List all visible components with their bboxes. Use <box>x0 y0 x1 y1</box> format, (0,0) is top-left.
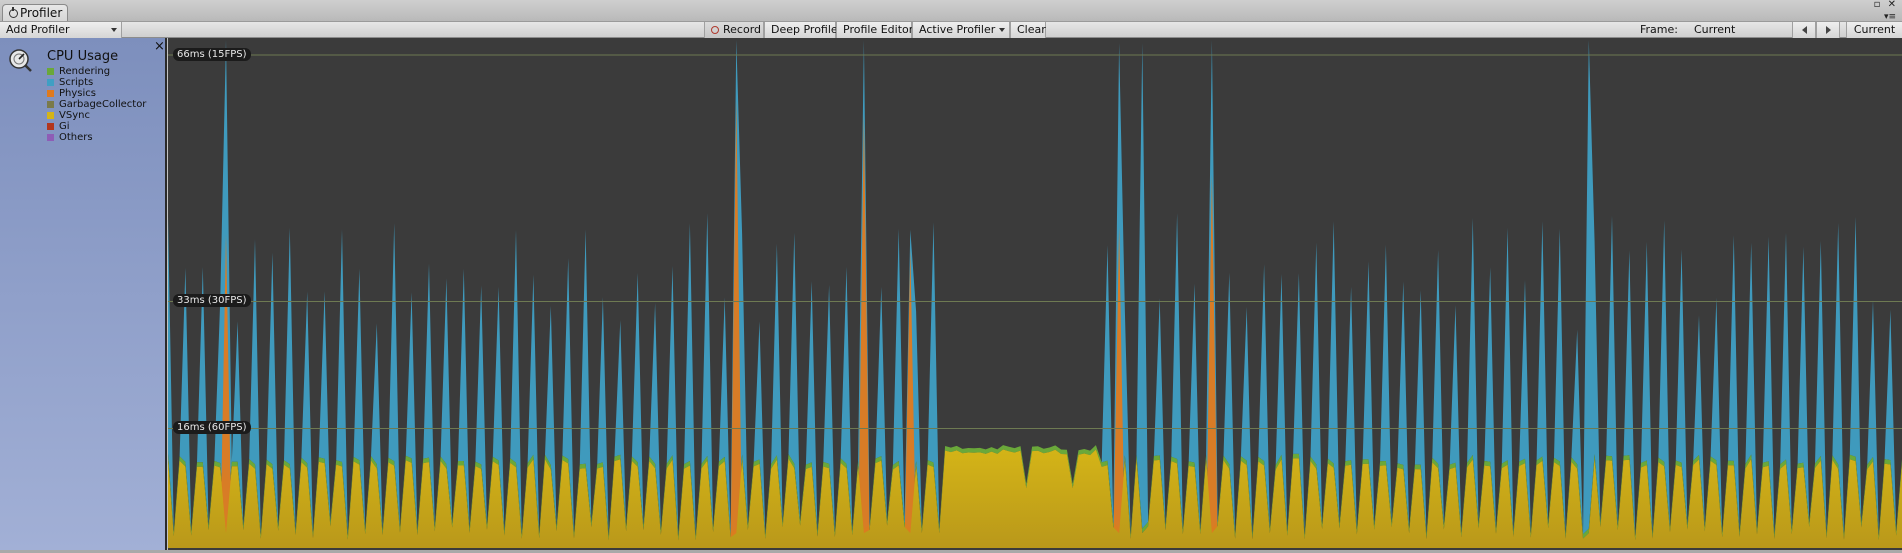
active-profiler-dropdown[interactable]: Active Profiler <box>912 22 1010 38</box>
add-profiler-dropdown[interactable]: Add Profiler <box>0 22 122 38</box>
arrow-right-icon <box>1825 26 1831 34</box>
legend-label: Gi <box>59 121 70 132</box>
legend-label: Scripts <box>59 77 94 88</box>
legend-label: Physics <box>59 88 96 99</box>
threshold-label-66ms: 66ms (15FPS) <box>173 47 251 61</box>
close-module-icon[interactable]: × <box>154 39 165 54</box>
current-label: Current <box>1853 23 1896 36</box>
legend-item-scripts[interactable]: Scripts <box>47 77 146 88</box>
chart-svg <box>168 40 1902 549</box>
next-frame-button[interactable] <box>1816 22 1840 38</box>
window-title-bar: Profiler ▫ ✕ ▾≡ <box>0 0 1902 22</box>
maximize-icon[interactable]: ▫ <box>1873 0 1881 10</box>
deep-profile-label: Deep Profile <box>771 23 838 36</box>
current-frame-button[interactable]: Current <box>1846 22 1902 38</box>
legend-swatch <box>47 68 54 75</box>
frame-label: Frame: <box>1640 23 1678 36</box>
threshold-label-33ms: 33ms (30FPS) <box>173 294 251 308</box>
series-scripts <box>168 40 1902 536</box>
window-menu-icon[interactable]: ▾≡ <box>1883 12 1896 22</box>
legend-swatch <box>47 123 54 130</box>
legend-swatch <box>47 112 54 119</box>
legend-label: GarbageCollector <box>59 99 147 110</box>
profiler-module-panel[interactable]: CPU Usage × Rendering Scripts Physics Garba… <box>0 38 167 553</box>
arrow-left-icon <box>1801 26 1807 34</box>
legend-item-physics[interactable]: Physics <box>47 88 146 99</box>
legend-label: Others <box>59 132 93 143</box>
legend-swatch <box>47 90 54 97</box>
legend-swatch <box>47 101 54 108</box>
series-vsync <box>168 449 1902 548</box>
chevron-down-icon <box>111 28 117 32</box>
profile-editor-label: Profile Editor <box>843 23 914 36</box>
legend-swatch <box>47 79 54 86</box>
bottom-border <box>0 550 1902 553</box>
legend-item-vsync[interactable]: VSync <box>47 110 146 121</box>
legend-item-others[interactable]: Others <box>47 132 146 143</box>
profiler-toolbar: Add Profiler Record Deep Profile Profile… <box>0 21 1902 38</box>
legend: Rendering Scripts Physics GarbageCollector V… <box>47 66 146 143</box>
deep-profile-button[interactable]: Deep Profile <box>764 22 838 38</box>
frame-value: Current <box>1694 23 1736 36</box>
profile-editor-button[interactable]: Profile Editor <box>836 22 914 38</box>
cpu-usage-chart[interactable]: 66ms (15FPS) 33ms (30FPS) 16ms (60FPS) <box>168 38 1902 550</box>
module-title: CPU Usage <box>47 49 119 64</box>
add-profiler-label: Add Profiler <box>6 23 70 36</box>
chevron-down-icon <box>999 28 1005 32</box>
window-controls: ▫ ✕ <box>1870 0 1896 10</box>
active-profiler-label: Active Profiler <box>919 23 996 36</box>
legend-label: Rendering <box>59 66 111 77</box>
legend-item-gi[interactable]: Gi <box>47 121 146 132</box>
record-label: Record <box>723 23 762 36</box>
profiler-icon <box>9 6 18 18</box>
prev-frame-button[interactable] <box>1792 22 1816 38</box>
profiler-tab[interactable]: Profiler <box>2 4 68 21</box>
profiler-tab-label: Profiler <box>20 5 63 20</box>
record-icon <box>711 26 719 34</box>
clear-label: Clear <box>1017 23 1046 36</box>
cpu-usage-icon <box>9 49 32 72</box>
legend-item-garbagecollector[interactable]: GarbageCollector <box>47 99 146 110</box>
record-button[interactable]: Record <box>704 22 764 38</box>
close-icon[interactable]: ✕ <box>1887 0 1896 10</box>
clear-button[interactable]: Clear <box>1010 22 1046 38</box>
legend-swatch <box>47 134 54 141</box>
legend-label: VSync <box>59 110 90 121</box>
legend-item-rendering[interactable]: Rendering <box>47 66 146 77</box>
threshold-label-16ms: 16ms (60FPS) <box>173 421 251 435</box>
